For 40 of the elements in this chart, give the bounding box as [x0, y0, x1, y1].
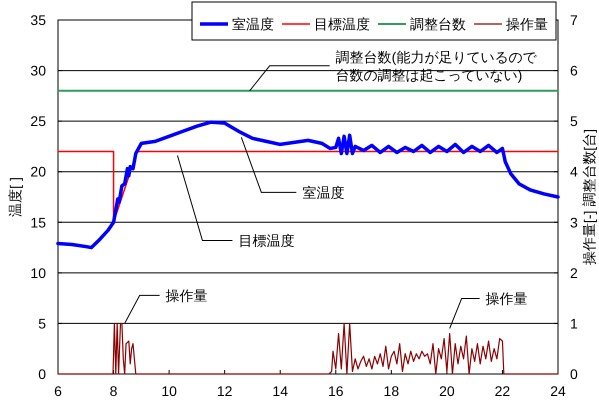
annotation: 室温度: [302, 184, 344, 200]
y2-tick-label: 3: [570, 214, 578, 230]
annotation: 操作量: [166, 287, 208, 304]
legend-label: 室温度: [232, 16, 274, 32]
y2-tick-label: 0: [570, 366, 578, 382]
annotation: 操作量: [449, 290, 528, 329]
y-tick-label: 20: [30, 164, 46, 180]
x-tick-label: 20: [439, 383, 455, 399]
y2-axis-title: 操作量[-] 調整台数[台]: [581, 128, 597, 266]
y-tick-label: 5: [38, 315, 46, 332]
x-tick-label: 14: [272, 383, 288, 399]
y2-tick-label: 6: [570, 62, 578, 79]
x-tick-label: 24: [550, 383, 566, 399]
y-tick-label: 0: [38, 366, 46, 382]
legend-label: 調整台数: [410, 16, 466, 32]
legend-label: 操作量: [506, 16, 548, 32]
y2-tick-label: 4: [570, 164, 578, 180]
annotation: 操作量: [124, 287, 208, 324]
x-tick-label: 6: [54, 383, 62, 399]
y-tick-label: 30: [30, 62, 46, 79]
x-tick-label: 18: [384, 383, 400, 399]
line-series: [57, 322, 559, 375]
x-tick-label: 12: [216, 383, 233, 399]
y-tick-label: 15: [30, 214, 46, 230]
y-tick-label: 35: [30, 12, 46, 28]
x-tick-label: 22: [494, 383, 510, 399]
y2-tick-label: 2: [570, 264, 578, 281]
y-axis-title: 温度[ ]: [7, 177, 23, 217]
y2-tick-label: 7: [570, 12, 578, 28]
y-tick-label: 25: [30, 113, 46, 130]
line-series: [56, 120, 560, 250]
x-tick-label: 10: [161, 383, 178, 399]
y2-tick-label: 5: [570, 113, 578, 130]
annotation: 操作量: [486, 290, 528, 306]
y-tick-label: 10: [30, 264, 46, 281]
x-tick-label: 8: [110, 383, 118, 399]
y2-tick-label: 1: [570, 315, 578, 332]
legend-label: 目標温度: [314, 16, 370, 32]
annotation: 目標温度: [238, 232, 294, 249]
x-tick-label: 16: [328, 383, 344, 399]
